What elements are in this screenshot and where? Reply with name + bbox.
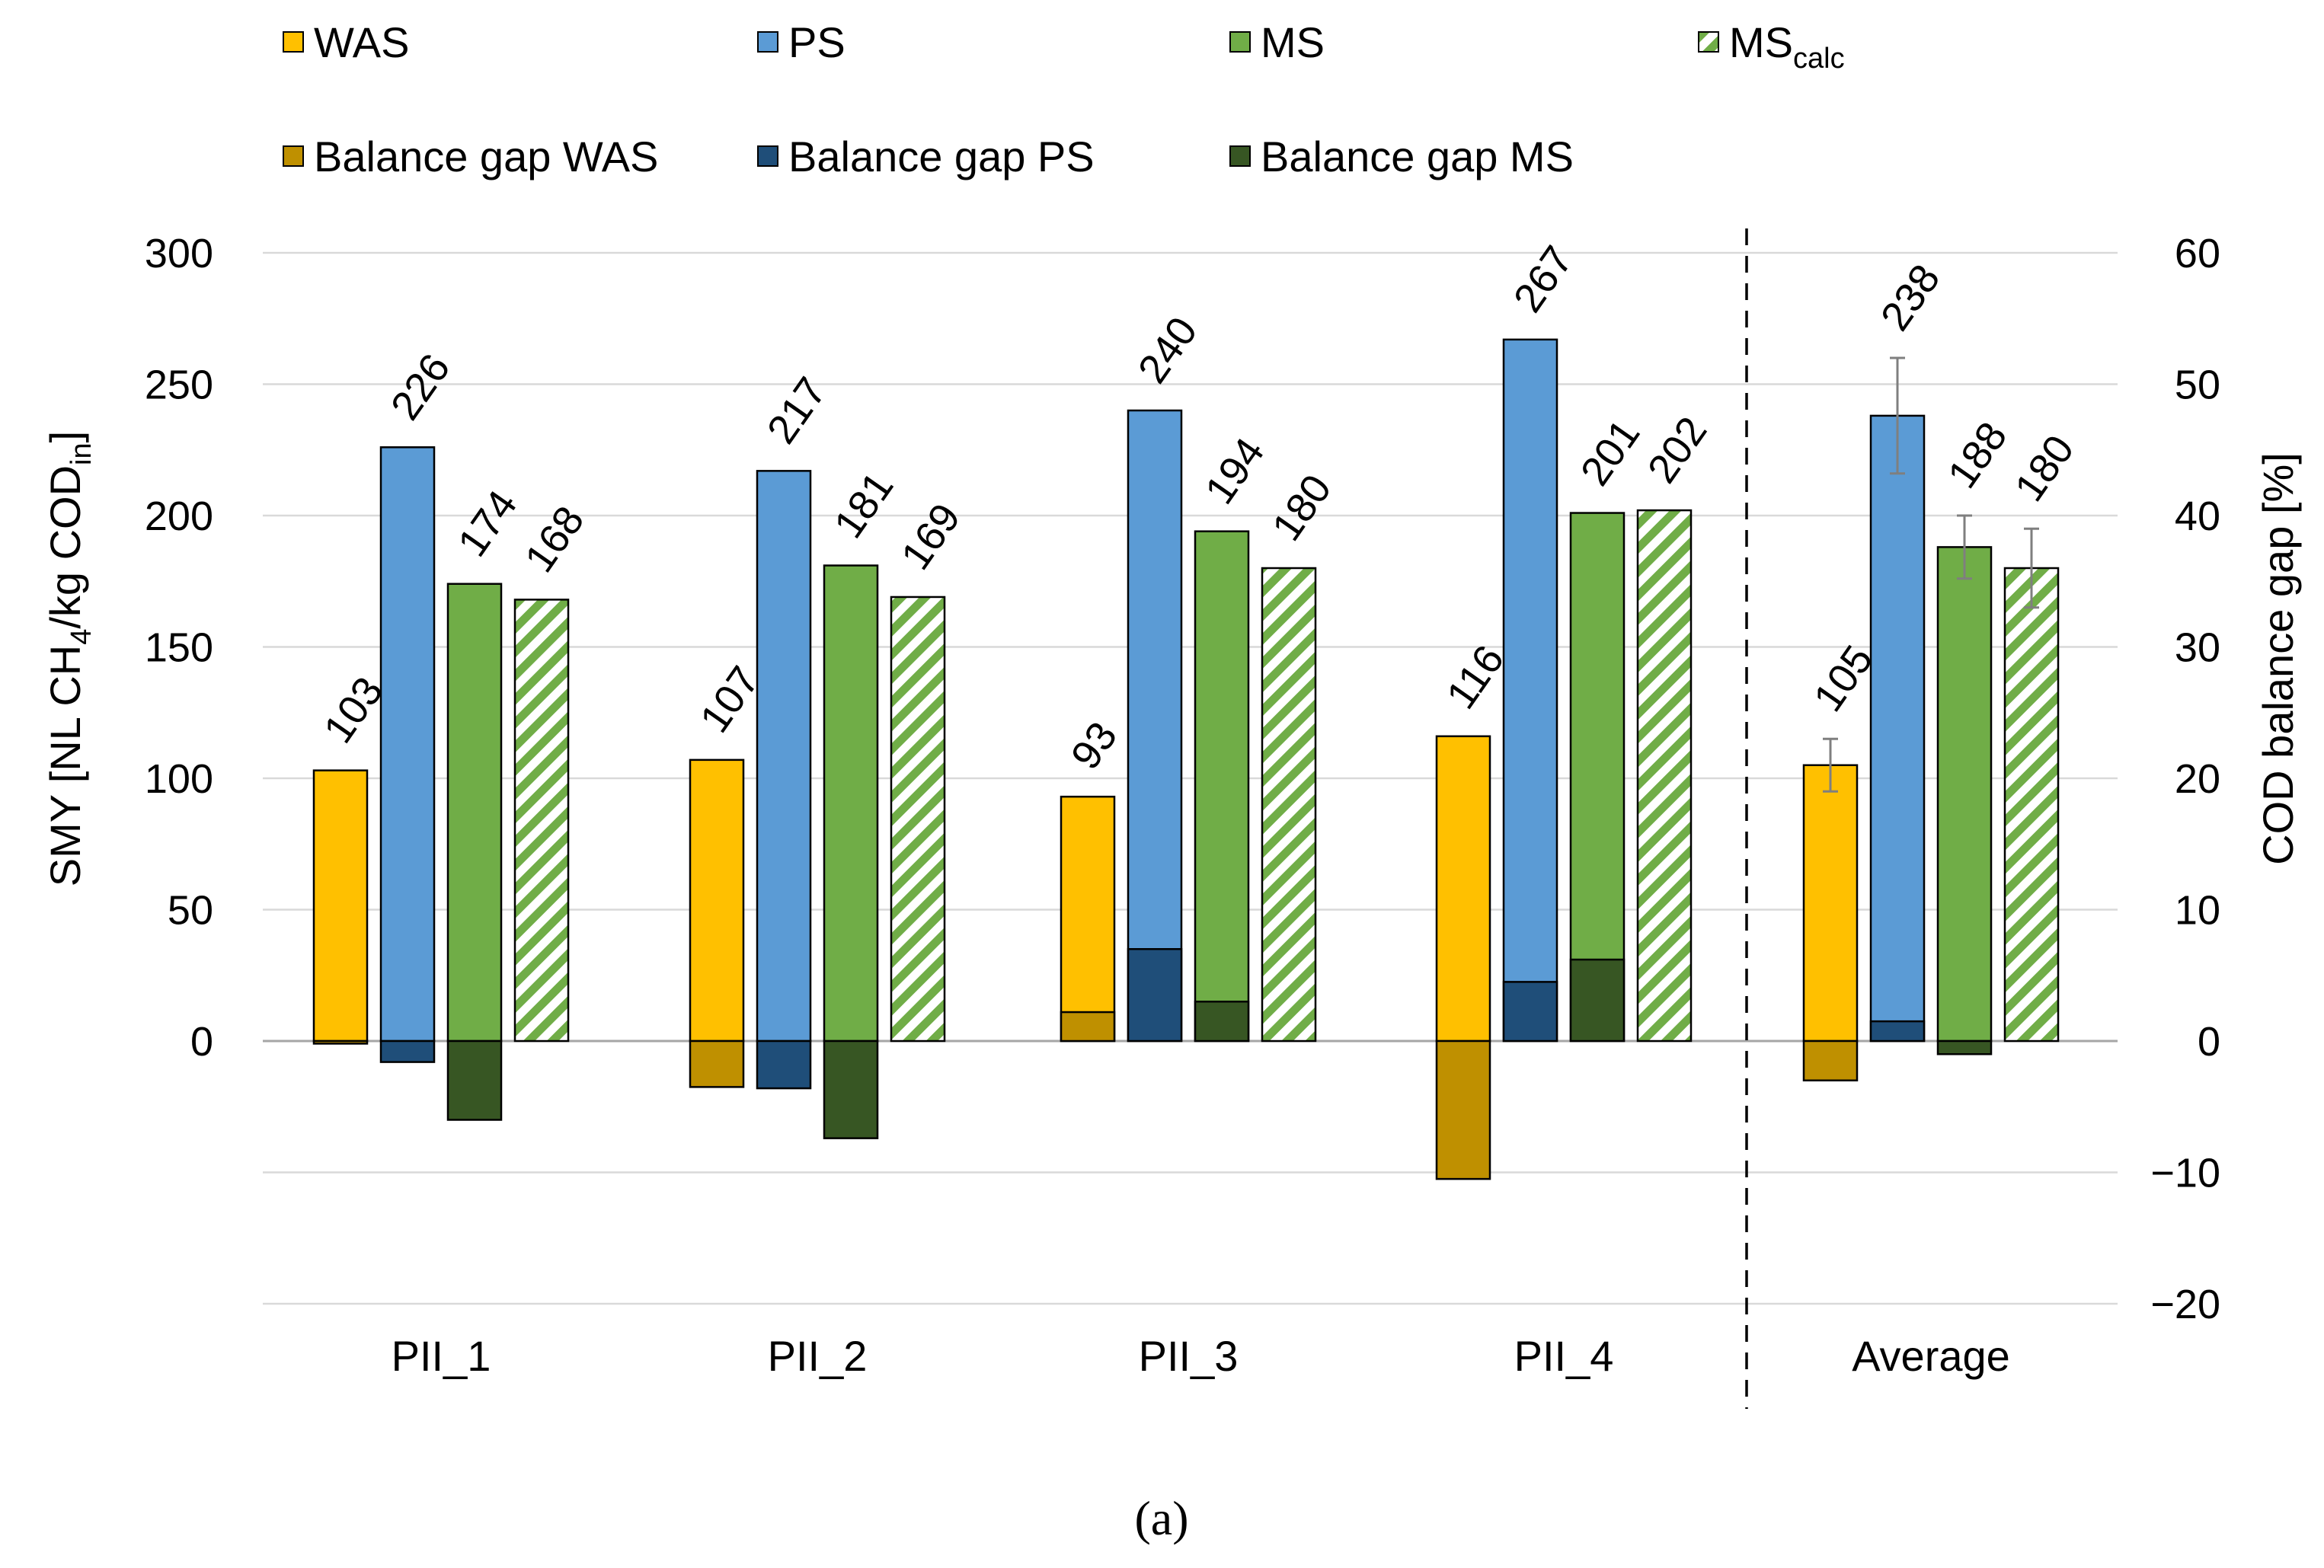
y-right-tick-label: 20	[2175, 756, 2220, 802]
bar-gapps	[379, 1039, 436, 1063]
legend-label: Balance gap WAS	[314, 133, 658, 180]
y-right-tick-label: 0	[2198, 1019, 2220, 1065]
legend-swatch	[1229, 145, 1251, 167]
legend-swatch	[283, 31, 304, 53]
bar-ms	[1936, 546, 1993, 1043]
data-label: 181	[826, 464, 903, 546]
data-label: 168	[516, 498, 593, 580]
bar-gapwas	[312, 1039, 369, 1045]
y-left-tick-label: 100	[145, 756, 213, 802]
legend-swatch	[1229, 31, 1251, 53]
legend-swatch	[1698, 31, 1719, 53]
x-category-label: PII_4	[1514, 1332, 1614, 1380]
figure-caption: (a)	[1134, 1491, 1188, 1545]
bar-was	[1060, 795, 1116, 1043]
y-right-tick-label: −20	[2150, 1282, 2220, 1327]
y-left-tick-label: 200	[145, 493, 213, 539]
legend-label: MScalc	[1729, 18, 1845, 75]
bar-mscalc	[890, 596, 946, 1043]
bar-mscalc	[2003, 567, 2060, 1043]
y-left-tick-label: 300	[145, 231, 213, 276]
bar-ps	[1127, 409, 1183, 1043]
bar-ps	[1502, 338, 1558, 1043]
legend: WAS PS MS MScalc Balance gap WAS Balance gap …	[283, 18, 1845, 180]
y-right-tick-label: −10	[2150, 1151, 2220, 1196]
data-label: 174	[449, 482, 526, 564]
data-label: 217	[759, 369, 836, 452]
legend-label: PS	[788, 18, 846, 66]
bar-gapwas	[1060, 1011, 1116, 1043]
bar-gapps	[1127, 948, 1183, 1043]
bar-gapps	[756, 1039, 812, 1090]
y-right-tick-label: 30	[2175, 625, 2220, 671]
x-category-label: PII_3	[1139, 1332, 1239, 1380]
bar-gapwas	[1802, 1039, 1859, 1081]
y-axis-left-ticks: 0 50 100 150 200 250 300	[145, 231, 213, 1065]
data-label: 267	[1505, 238, 1582, 321]
legend-label: Balance gap MS	[1261, 133, 1574, 180]
x-category-label: Average	[1852, 1332, 2010, 1380]
bars	[312, 338, 2060, 1180]
bar-gapwas	[1435, 1039, 1491, 1180]
x-category-label: PII_2	[768, 1332, 868, 1380]
legend-swatch	[283, 145, 304, 167]
y-left-tick-label: 0	[190, 1019, 213, 1065]
data-label: 180	[2006, 427, 2083, 509]
bar-ps	[379, 446, 436, 1043]
bar-ms	[1194, 530, 1250, 1043]
bar-was	[1435, 735, 1491, 1043]
bar-gapms	[1194, 1001, 1250, 1043]
bar-gapms	[446, 1039, 503, 1121]
y-right-tick-label: 40	[2175, 493, 2220, 539]
data-label: 238	[1872, 257, 1949, 339]
bar-was	[689, 758, 745, 1043]
data-label: 202	[1639, 409, 1716, 491]
data-label: 93	[1063, 714, 1127, 778]
legend-label: Balance gap PS	[788, 133, 1095, 180]
y-right-tick-label: 10	[2175, 888, 2220, 934]
bar-ps	[1869, 414, 1926, 1043]
y-axis-right-title: COD balance gap [%]	[2254, 452, 2302, 865]
y-axis-right-ticks: −20 −10 0 10 20 30 40 50 60	[2150, 231, 2220, 1327]
bar-ps	[756, 470, 812, 1043]
data-label: 226	[382, 346, 459, 428]
y-left-tick-label: 250	[145, 362, 213, 408]
bar-mscalc	[1636, 509, 1693, 1043]
bar-gapms	[1569, 958, 1626, 1043]
data-label: 116	[1438, 637, 1514, 717]
bar-ms	[446, 583, 503, 1043]
bar-gapwas	[689, 1039, 745, 1088]
legend-label: WAS	[314, 18, 409, 66]
data-label: 169	[893, 496, 970, 578]
y-left-tick-label: 150	[145, 625, 213, 671]
data-label: 180	[1264, 467, 1341, 549]
data-label: 188	[1939, 414, 2016, 497]
x-axis-categories: PII_1 PII_2 PII_3 PII_4 Average	[392, 1332, 2010, 1380]
bar-mscalc	[1261, 567, 1317, 1043]
legend-label: MS	[1261, 18, 1325, 66]
x-category-label: PII_1	[392, 1332, 491, 1380]
bar-gapps	[1502, 981, 1558, 1043]
legend-swatch	[757, 145, 778, 167]
bar-gapms	[1936, 1039, 1993, 1055]
bar-gapms	[823, 1039, 879, 1139]
y-right-tick-label: 50	[2175, 362, 2220, 408]
data-label: 201	[1572, 411, 1649, 493]
y-left-tick-label: 50	[168, 888, 213, 934]
bar-was	[312, 769, 369, 1043]
y-axis-left-title: SMY [NL CH4/kg CODin]	[41, 431, 97, 886]
legend-swatch	[757, 31, 778, 53]
bar-ms	[823, 564, 879, 1043]
bar-mscalc	[513, 599, 570, 1043]
bar-gapps	[1869, 1020, 1926, 1043]
data-label: 240	[1130, 309, 1207, 391]
data-label: 194	[1197, 430, 1274, 512]
gridlines	[263, 251, 2118, 1305]
error-bars	[1823, 356, 2039, 793]
bar-was	[1802, 764, 1859, 1043]
y-right-tick-label: 60	[2175, 231, 2220, 276]
bar-ms	[1569, 512, 1626, 1043]
